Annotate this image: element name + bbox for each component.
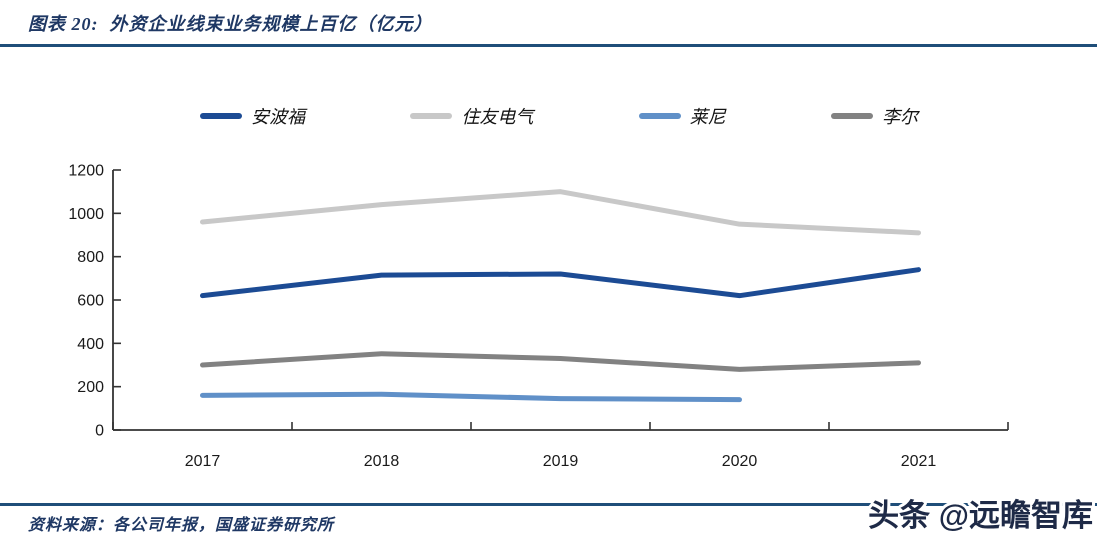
top-divider xyxy=(0,44,1097,47)
series-line-住友电气 xyxy=(200,189,921,236)
legend-swatch xyxy=(638,113,681,119)
y-tick-label: 0 xyxy=(95,423,104,440)
y-tick-label: 1000 xyxy=(68,206,104,223)
chart-legend: 安波福 住友电气 莱尼 李尔 xyxy=(200,100,918,132)
legend-swatch xyxy=(410,113,453,119)
bottom-divider xyxy=(0,503,1097,506)
legend-item: 李尔 xyxy=(830,103,918,129)
series-line-安波福 xyxy=(200,267,921,299)
x-tick-label: 2019 xyxy=(543,453,579,470)
legend-label: 莱尼 xyxy=(689,107,726,127)
y-tick-label: 600 xyxy=(77,293,104,310)
x-tick-label: 2018 xyxy=(364,453,400,470)
watermark: 头条 @远瞻智库 xyxy=(865,495,1096,536)
figure-title: 图表 20: 外资企业线束业务规模上百亿（亿元） xyxy=(28,14,433,34)
legend-item: 安波福 xyxy=(200,103,305,129)
legend-label: 安波福 xyxy=(251,107,305,127)
series-line-李尔 xyxy=(200,351,921,372)
source-note: 资料来源：各公司年报，国盛证券研究所 xyxy=(28,517,335,534)
legend-label: 李尔 xyxy=(881,107,918,127)
y-tick-label: 200 xyxy=(77,379,104,396)
legend-item: 莱尼 xyxy=(638,103,726,129)
legend-item: 住友电气 xyxy=(410,103,533,129)
watermark-text: 头条 @远瞻智库 xyxy=(868,498,1093,533)
y-tick-label: 1200 xyxy=(68,163,104,180)
x-tick-label: 2021 xyxy=(901,453,937,470)
y-tick-label: 400 xyxy=(77,336,104,353)
legend-label: 住友电气 xyxy=(461,107,534,127)
legend-swatch xyxy=(200,113,242,119)
y-tick-label: 800 xyxy=(77,249,104,266)
x-tick-label: 2017 xyxy=(185,453,221,470)
x-tick-label: 2020 xyxy=(722,453,758,470)
series-line-莱尼 xyxy=(200,391,742,403)
legend-swatch xyxy=(830,113,873,119)
